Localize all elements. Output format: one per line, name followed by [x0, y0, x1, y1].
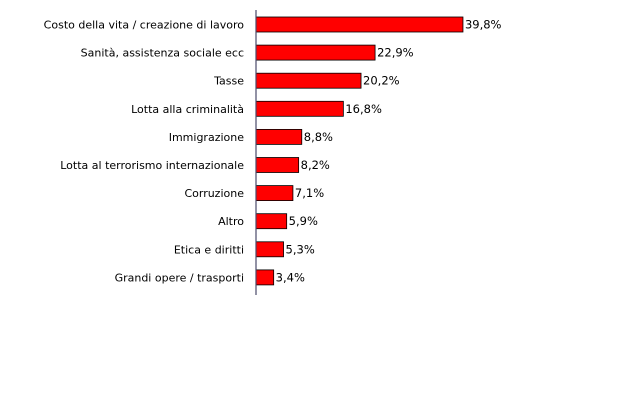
category-label: Lotta al terrorismo internazionale — [60, 159, 244, 172]
value-label: 5,3% — [286, 242, 315, 256]
value-label: 3,4% — [276, 270, 305, 284]
value-label: 22,9% — [377, 46, 414, 60]
bar — [255, 128, 303, 145]
value-label: 5,9% — [289, 214, 318, 228]
category-label: Sanità, assistenza sociale ecc — [81, 47, 244, 60]
value-label: 8,2% — [301, 158, 330, 172]
category-label: Immigrazione — [169, 131, 245, 144]
value-label: 16,8% — [345, 102, 382, 116]
value-label: 20,2% — [363, 74, 400, 88]
bar — [255, 44, 376, 61]
category-label: Tasse — [213, 75, 244, 88]
bar — [255, 213, 288, 230]
category-label: Grandi opere / trasporti — [115, 271, 244, 284]
bar — [255, 185, 294, 202]
bar — [255, 157, 300, 173]
bar — [255, 269, 275, 286]
value-label: 8,8% — [304, 130, 333, 144]
category-label: Altro — [218, 215, 244, 228]
bar — [255, 241, 284, 258]
value-label: 39,8% — [465, 18, 502, 32]
bar — [255, 16, 464, 33]
category-label: Costo della vita / creazione di lavoro — [44, 19, 245, 32]
bar — [255, 100, 344, 117]
category-label: Lotta alla criminalità — [131, 103, 244, 116]
labels-layer: Costo della vita / creazione di lavoro 39… — [44, 18, 502, 285]
category-label: Corruzione — [184, 187, 244, 200]
value-label: 7,1% — [295, 186, 324, 200]
category-label: Etica e diritti — [174, 243, 244, 256]
bar — [255, 72, 362, 89]
